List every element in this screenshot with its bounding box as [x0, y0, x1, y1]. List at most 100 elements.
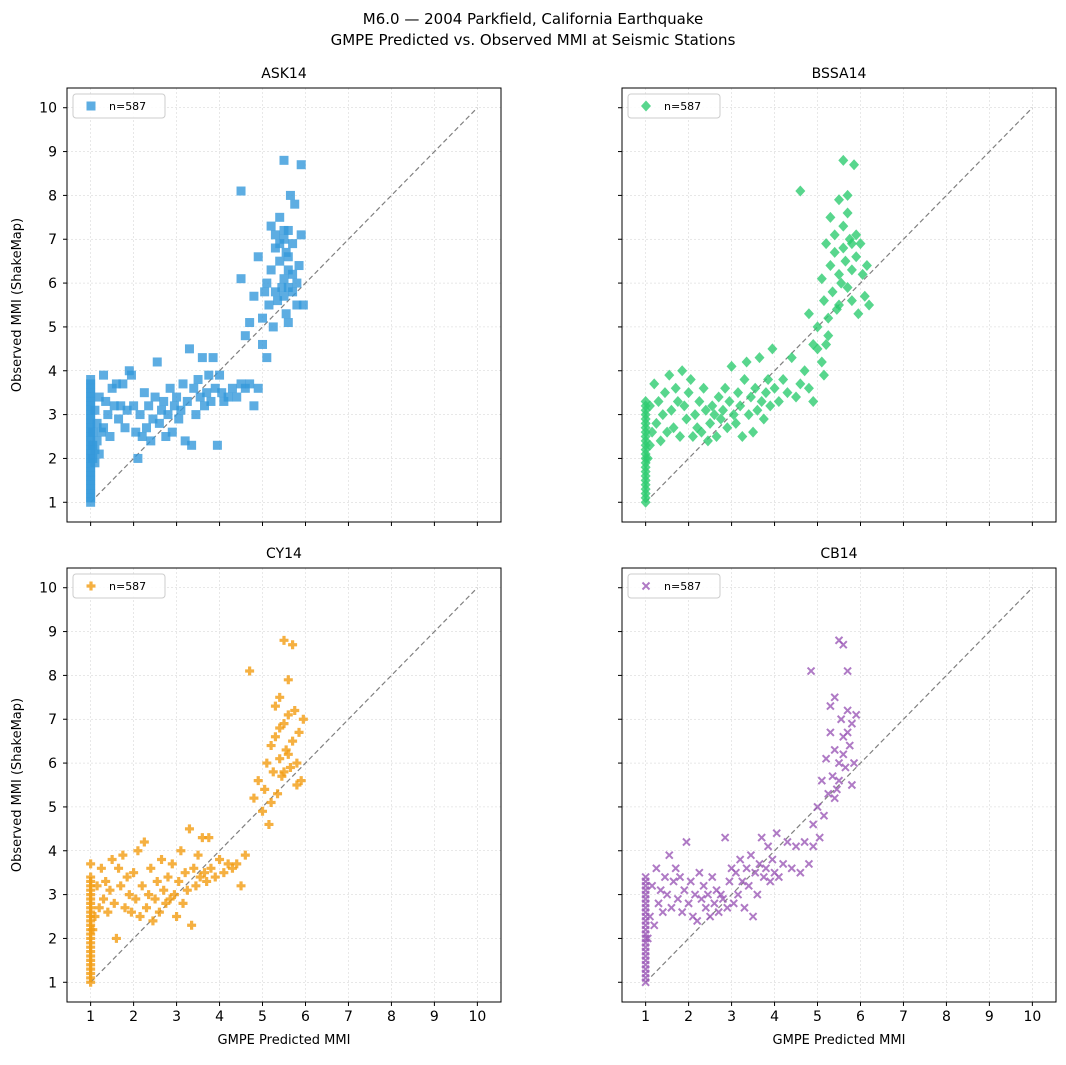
data-point	[157, 405, 167, 415]
data-point	[135, 912, 145, 922]
data-point	[90, 405, 100, 415]
data-point	[277, 282, 287, 292]
data-point	[227, 383, 237, 393]
data-point	[758, 413, 769, 425]
data-point	[189, 383, 199, 393]
data-point	[283, 675, 293, 685]
legend: n=587	[627, 93, 721, 119]
data-point	[296, 160, 306, 170]
x-tick-label: 5	[813, 1009, 822, 1025]
data-point	[275, 256, 285, 266]
data-point	[217, 388, 227, 398]
data-point	[210, 383, 220, 393]
data-point	[751, 868, 760, 877]
data-point	[223, 859, 233, 869]
data-point	[275, 723, 285, 733]
data-point	[281, 745, 291, 755]
data-point	[232, 859, 242, 869]
data-point	[836, 715, 846, 724]
data-point	[275, 692, 285, 702]
data-point	[818, 295, 829, 307]
data-point	[826, 728, 835, 737]
data-point	[735, 400, 746, 412]
data-point	[821, 754, 831, 763]
data-point	[714, 907, 723, 917]
data-point	[236, 186, 246, 196]
data-point	[675, 872, 685, 882]
data-point	[154, 907, 164, 917]
data-point	[258, 339, 268, 349]
data-point	[772, 829, 781, 838]
data-point	[796, 868, 805, 877]
x-axis-label: GMPE Predicted MMI	[773, 1033, 906, 1048]
data-point	[834, 299, 844, 311]
data-point	[292, 278, 302, 288]
data-point	[773, 395, 784, 407]
data-point	[806, 666, 816, 676]
data-point	[223, 392, 233, 402]
data-point	[236, 881, 246, 891]
data-point	[847, 719, 857, 728]
data-point	[262, 758, 272, 768]
data-point	[707, 400, 718, 412]
data-point	[829, 229, 840, 241]
data-point	[724, 395, 735, 407]
data-point	[279, 767, 289, 777]
x-tick-label: 10	[468, 1009, 486, 1025]
data-point	[791, 391, 802, 403]
plot-frame	[621, 567, 1057, 1003]
data-point	[832, 785, 842, 794]
data-point	[266, 221, 276, 231]
data-point	[260, 784, 270, 794]
legend-marker	[641, 100, 651, 112]
data-point	[292, 300, 302, 310]
data-point	[641, 872, 650, 882]
data-point	[787, 864, 796, 873]
y-tick-label: 7	[48, 232, 57, 248]
data-point	[270, 701, 280, 711]
y-tick-label: 8	[48, 188, 57, 204]
data-point	[195, 872, 205, 882]
data-point	[148, 916, 158, 926]
data-point	[808, 395, 819, 407]
y-tick-label: 2	[48, 451, 57, 467]
data-point	[245, 666, 255, 676]
data-point	[843, 728, 852, 737]
data-point	[684, 899, 693, 908]
data-point	[184, 824, 194, 834]
data-point	[279, 635, 289, 645]
data-point	[778, 374, 789, 386]
data-point	[275, 754, 285, 764]
data-point	[215, 855, 225, 865]
data-point	[126, 907, 136, 917]
data-point	[94, 449, 104, 459]
data-point	[768, 855, 777, 864]
data-point	[759, 872, 769, 882]
data-point	[731, 868, 741, 877]
data-point	[859, 290, 870, 302]
data-point	[726, 360, 737, 372]
legend: n=587	[72, 93, 166, 119]
data-point	[830, 693, 839, 702]
data-point	[169, 890, 179, 900]
data-point	[839, 750, 848, 759]
data-point	[782, 387, 793, 399]
data-point	[647, 426, 658, 438]
y-tick-label: 1	[48, 975, 57, 991]
data-point	[273, 296, 283, 306]
data-point	[741, 356, 752, 368]
data-point	[662, 426, 673, 438]
data-point	[116, 881, 126, 891]
data-point	[92, 418, 102, 428]
data-point	[215, 370, 225, 380]
data-point	[700, 404, 711, 416]
data-point	[645, 912, 655, 921]
data-point	[268, 322, 278, 332]
data-point	[197, 353, 207, 363]
data-point	[161, 898, 171, 908]
data-point	[853, 308, 864, 320]
subplot-ask14: 1 2 3 4 5 6 7 8 9 10 ASK14 Observed MMI (ShakeMap) n…	[10, 66, 502, 526]
data-point	[846, 238, 857, 250]
data-point	[701, 903, 710, 912]
data-point	[285, 190, 295, 200]
